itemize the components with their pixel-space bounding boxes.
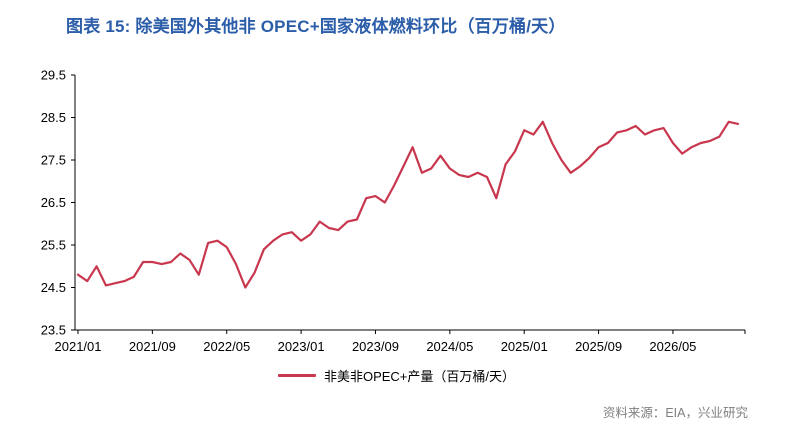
- x-tick-label: 2023/01: [278, 339, 325, 354]
- x-tick-label: 2021/01: [55, 339, 102, 354]
- x-tick-label: 2026/05: [649, 339, 696, 354]
- y-tick-label: 29.5: [41, 68, 66, 83]
- legend-series-label: 非美非OPEC+产量（百万桶/天）: [323, 369, 516, 384]
- x-tick-label: 2025/01: [501, 339, 548, 354]
- y-tick-label: 26.5: [41, 195, 66, 210]
- source-note: 资料来源：EIA，兴业研究: [602, 406, 748, 420]
- y-tick-label: 24.5: [41, 280, 66, 295]
- y-tick-label: 27.5: [41, 153, 66, 168]
- x-tick-label: 2024/05: [426, 339, 473, 354]
- x-tick-label: 2025/09: [575, 339, 622, 354]
- chart-title: 图表 15: 除美国外其他非 OPEC+国家液体燃料环比（百万桶/天）: [66, 17, 566, 36]
- x-tick-label: 2021/09: [129, 339, 176, 354]
- y-tick-label: 25.5: [41, 238, 66, 253]
- legend-line-marker: [277, 374, 316, 377]
- chart-canvas: 23.5 24.5 25.5 26.5 27.5 28.5 29.5 2021/01 2021/…: [41, 68, 746, 354]
- x-tick-label: 2023/09: [352, 339, 399, 354]
- y-tick-label: 23.5: [41, 323, 66, 338]
- chart-legend: 非美非OPEC+产量（百万桶/天）: [0, 366, 793, 385]
- y-tick-label: 28.5: [41, 110, 66, 125]
- x-tick-label: 2022/05: [203, 339, 250, 354]
- data-series-line: [76, 120, 740, 289]
